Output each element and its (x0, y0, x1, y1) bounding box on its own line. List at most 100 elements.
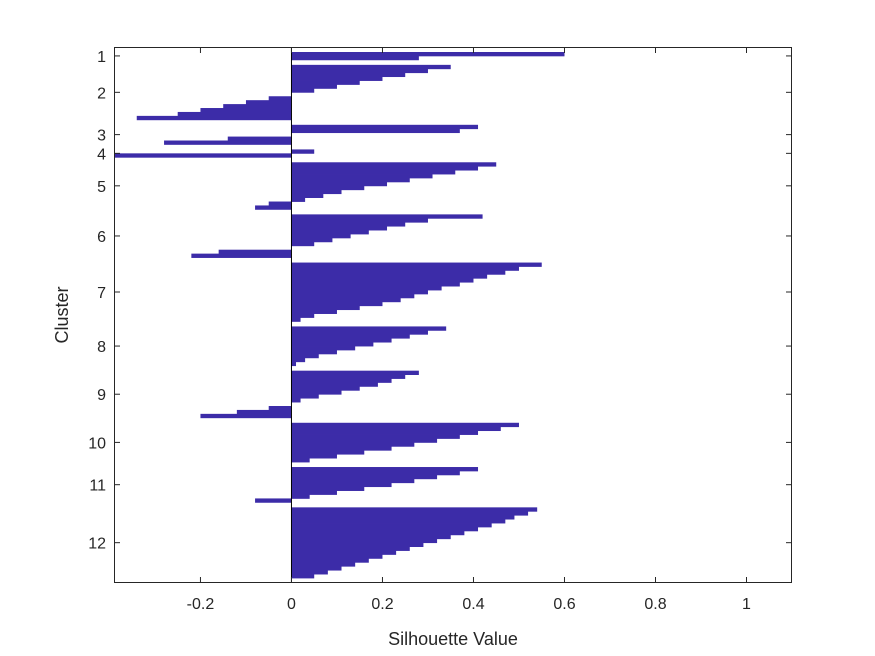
silhouette-bar-c2-2 (291, 72, 406, 78)
silhouette-bar-c6-3 (291, 226, 388, 231)
silhouette-bar-c9-6 (291, 394, 319, 399)
silhouette-bar-c12-11 (291, 550, 397, 555)
silhouette-bar-c12-2 (291, 515, 515, 520)
silhouette-bar-c2-0 (291, 64, 451, 70)
silhouette-bar-c5-9 (291, 197, 306, 202)
silhouette-bar-c6-7 (291, 241, 315, 247)
silhouette-bar-c12-15 (291, 566, 342, 571)
silhouette-bar-c9-2 (291, 378, 392, 383)
silhouette-bar-c10-7 (291, 450, 365, 455)
y-tick-label-12: 12 (88, 536, 106, 553)
silhouette-bar-c2-13 (136, 115, 292, 121)
silhouette-bar-c7-10 (291, 301, 383, 307)
y-tick-label-4: 4 (97, 146, 106, 163)
silhouette-bar-c7-1 (291, 266, 519, 271)
silhouette-bar-c12-1 (291, 511, 529, 516)
silhouette-bar-c11-0 (291, 467, 479, 472)
silhouette-bar-c2-11 (200, 108, 292, 113)
silhouette-bar-c5-10 (268, 201, 292, 206)
silhouette-bar-c7-6 (291, 286, 442, 291)
silhouette-bar-c4-0 (291, 149, 315, 154)
x-tick-label-6: 1 (742, 596, 751, 613)
silhouette-bar-c5-2 (291, 170, 456, 175)
silhouette-bar-c4-1 (114, 153, 292, 158)
silhouette-bar-c11-2 (291, 474, 438, 480)
silhouette-bar-c6-4 (291, 230, 369, 235)
y-tick-label-3: 3 (97, 128, 106, 145)
x-tick-label-3: 0.4 (462, 596, 484, 613)
silhouette-bar-c6-5 (291, 234, 351, 239)
silhouette-bar-c2-6 (291, 88, 315, 93)
silhouette-bar-c6-9 (218, 249, 292, 255)
silhouette-bar-c11-1 (291, 470, 460, 476)
y-tick-label-2: 2 (97, 85, 106, 102)
silhouette-bar-c11-8 (255, 498, 292, 503)
silhouette-bar-c9-11 (200, 413, 292, 419)
silhouette-bar-c1-0 (291, 52, 565, 57)
silhouette-bar-c9-3 (291, 382, 378, 387)
silhouette-bar-c9-0 (291, 370, 419, 375)
silhouette-bar-c7-11 (291, 305, 360, 311)
silhouette-bar-c12-8 (291, 538, 438, 544)
silhouette-bar-c11-6 (291, 490, 337, 495)
silhouette-bar-c3-0 (291, 124, 479, 130)
silhouette-bar-c2-5 (291, 84, 337, 89)
silhouette-bar-c8-4 (291, 342, 374, 347)
silhouette-bar-c6-6 (291, 237, 333, 243)
silhouette-bar-c1-1 (291, 55, 419, 61)
silhouette-bar-c12-0 (291, 507, 538, 512)
silhouette-bar-c7-13 (291, 313, 315, 318)
x-tick-label-2: 0.2 (371, 596, 393, 613)
silhouette-bar-c12-12 (291, 554, 383, 559)
silhouette-bar-c8-7 (291, 353, 319, 359)
silhouette-bar-c8-9 (291, 361, 297, 367)
silhouette-bar-c6-2 (291, 222, 406, 227)
y-tick-label-11: 11 (89, 478, 106, 495)
y-tick-label-5: 5 (97, 179, 106, 196)
silhouette-bar-c7-2 (291, 270, 506, 275)
silhouette-bar-c9-7 (291, 398, 301, 403)
silhouette-bar-c7-9 (291, 297, 401, 303)
silhouette-bar-c2-4 (291, 80, 360, 85)
plot-area (114, 47, 792, 583)
silhouette-bar-c12-5 (291, 526, 479, 532)
silhouette-bar-c2-3 (291, 76, 383, 81)
silhouette-bar-c7-3 (291, 274, 488, 279)
x-axis: -0.2 0 0.2 0.4 0.6 0.8 1 (187, 47, 751, 613)
silhouette-bar-c8-5 (291, 346, 356, 351)
silhouette-bar-c8-6 (291, 349, 337, 355)
silhouette-bar-c5-0 (291, 162, 497, 167)
silhouette-bar-c7-7 (291, 290, 428, 295)
silhouette-bar-c10-8 (291, 454, 337, 459)
x-tick-label-1: 0 (287, 596, 296, 613)
plot-border (114, 47, 792, 583)
silhouette-bar-c12-3 (291, 519, 506, 524)
silhouette-bar-c9-4 (291, 386, 360, 391)
silhouette-bar-c10-9 (291, 458, 310, 463)
silhouette-bar-c2-10 (223, 104, 292, 109)
silhouette-bar-c12-6 (291, 530, 465, 536)
silhouette-bar-c12-10 (291, 546, 410, 551)
silhouette-bar-c7-0 (291, 262, 542, 267)
silhouette-bar-c12-9 (291, 542, 424, 547)
bars-group (114, 52, 565, 579)
silhouette-bar-c8-1 (291, 330, 428, 335)
silhouette-bar-c12-7 (291, 534, 451, 540)
y-tick-label-7: 7 (97, 285, 106, 302)
silhouette-bar-c7-8 (291, 293, 415, 299)
silhouette-bar-c10-0 (291, 422, 519, 428)
x-tick-label-0: -0.2 (187, 596, 215, 613)
silhouette-bar-c7-14 (291, 317, 301, 322)
silhouette-bar-c7-5 (291, 282, 460, 287)
silhouette-bar-c6-0 (291, 214, 483, 219)
silhouette-bar-c11-5 (291, 486, 365, 491)
silhouette-bar-c2-8 (268, 96, 292, 101)
silhouette-bar-c5-11 (255, 205, 292, 210)
silhouette-bar-c2-9 (245, 100, 292, 105)
silhouette-bar-c10-3 (291, 434, 460, 439)
silhouette-bar-c7-12 (291, 309, 337, 314)
silhouette-bar-c3-3 (227, 136, 292, 141)
y-axis-title: Cluster (52, 286, 72, 343)
silhouette-bar-c11-7 (291, 494, 310, 499)
